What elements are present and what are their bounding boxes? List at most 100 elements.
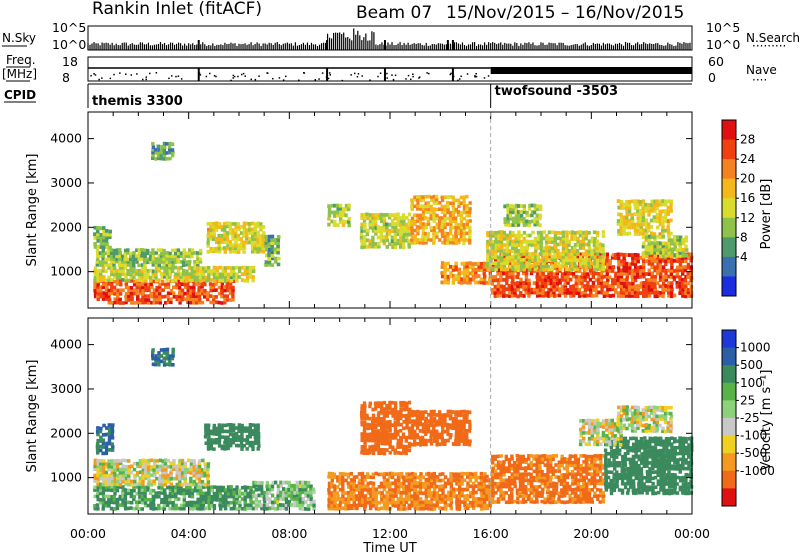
power-cell bbox=[488, 233, 493, 238]
power-cell bbox=[563, 288, 567, 292]
velocity-cell bbox=[404, 435, 408, 440]
power-cell bbox=[168, 269, 172, 273]
velocity-cell bbox=[252, 484, 256, 489]
power-cell bbox=[163, 294, 168, 299]
power-cell bbox=[553, 249, 558, 253]
velocity-cell bbox=[290, 496, 294, 501]
power-cell bbox=[564, 242, 568, 247]
power-cell bbox=[681, 265, 685, 270]
power-cell bbox=[501, 271, 506, 276]
velocity-cell bbox=[146, 503, 150, 508]
power-cell bbox=[457, 280, 461, 285]
velocity-cell bbox=[183, 470, 187, 474]
velocity-cell bbox=[179, 491, 183, 496]
power-cell bbox=[117, 257, 122, 261]
power-cell bbox=[446, 207, 450, 212]
velocity-cell bbox=[155, 476, 159, 481]
power-cell bbox=[267, 244, 271, 248]
velocity-cell bbox=[101, 451, 105, 456]
power-cell bbox=[675, 241, 680, 246]
velocity-cell bbox=[138, 479, 142, 484]
freq-dot bbox=[145, 76, 148, 78]
velocity-cell bbox=[195, 482, 199, 487]
power-cell bbox=[548, 267, 552, 272]
power-cell bbox=[112, 285, 117, 290]
power-cell bbox=[664, 241, 669, 246]
nsky-tick-top: 10^5 bbox=[52, 20, 86, 35]
power-cell bbox=[485, 231, 490, 235]
power-cell bbox=[137, 248, 141, 252]
power-cell bbox=[573, 261, 577, 265]
freq-dot bbox=[90, 75, 92, 77]
velocity-cell bbox=[376, 442, 380, 446]
velocity-cell bbox=[122, 473, 126, 478]
power-cell bbox=[101, 268, 105, 273]
velocity-cell bbox=[200, 480, 205, 484]
power-cell bbox=[396, 223, 401, 227]
power-cell bbox=[421, 231, 425, 235]
power-cell bbox=[522, 267, 527, 272]
power-cell bbox=[511, 278, 515, 283]
power-cell bbox=[662, 281, 666, 286]
power-cell bbox=[614, 288, 618, 292]
velocity-cell bbox=[232, 500, 236, 505]
power-cell bbox=[538, 271, 542, 276]
power-cell bbox=[130, 279, 134, 283]
power-cell bbox=[601, 252, 605, 256]
velocity-cell bbox=[429, 439, 433, 443]
power-cell bbox=[446, 234, 450, 239]
power-cell bbox=[675, 265, 680, 270]
velocity-cell bbox=[161, 468, 165, 472]
power-cell bbox=[619, 232, 624, 236]
power-cell bbox=[424, 225, 428, 230]
power-cell bbox=[559, 258, 563, 262]
velocity-cell bbox=[410, 423, 415, 428]
velocity-cell bbox=[438, 410, 442, 414]
power-cell bbox=[446, 200, 450, 205]
power-cell bbox=[619, 274, 624, 279]
power-cell bbox=[270, 241, 274, 245]
power-cell bbox=[151, 150, 155, 155]
velocity-cell bbox=[309, 502, 313, 507]
velocity-cell bbox=[132, 485, 136, 489]
velocity-cell bbox=[93, 476, 98, 480]
power-cell bbox=[393, 241, 398, 246]
power-cell bbox=[457, 238, 461, 242]
velocity-cell bbox=[309, 490, 313, 495]
power-cell bbox=[202, 266, 206, 271]
velocity-cell bbox=[206, 426, 210, 430]
power-cell bbox=[190, 266, 194, 270]
power-cell bbox=[547, 230, 552, 235]
power-cell bbox=[506, 219, 510, 224]
velocity-cell bbox=[393, 407, 398, 412]
power-cell bbox=[443, 268, 447, 273]
power-cell bbox=[443, 280, 448, 285]
power-cell bbox=[178, 288, 182, 292]
power-cell bbox=[584, 242, 589, 247]
power-cell bbox=[207, 227, 211, 232]
power-cell bbox=[212, 222, 216, 226]
power-cell bbox=[639, 281, 643, 286]
power-cell bbox=[99, 235, 103, 240]
velocity-cell bbox=[231, 428, 236, 433]
power-cell bbox=[418, 216, 422, 221]
power-cell bbox=[494, 231, 498, 235]
power-cell bbox=[658, 199, 663, 204]
power-cell bbox=[650, 265, 654, 269]
power-cell bbox=[429, 216, 433, 221]
power-cell bbox=[506, 207, 510, 212]
power-cell bbox=[563, 290, 567, 295]
power-cell bbox=[505, 267, 510, 272]
power-cell bbox=[462, 241, 466, 245]
velocity-cell bbox=[195, 470, 199, 475]
power-cell bbox=[641, 212, 646, 216]
power-cell bbox=[642, 235, 646, 239]
power-cell bbox=[170, 248, 175, 253]
velocity-cell bbox=[215, 491, 220, 496]
velocity-cell bbox=[301, 487, 305, 492]
power-cell bbox=[110, 278, 114, 282]
power-cell bbox=[647, 206, 651, 210]
power-cell bbox=[559, 252, 563, 256]
power-cell bbox=[661, 241, 666, 246]
power-cell bbox=[669, 272, 674, 276]
